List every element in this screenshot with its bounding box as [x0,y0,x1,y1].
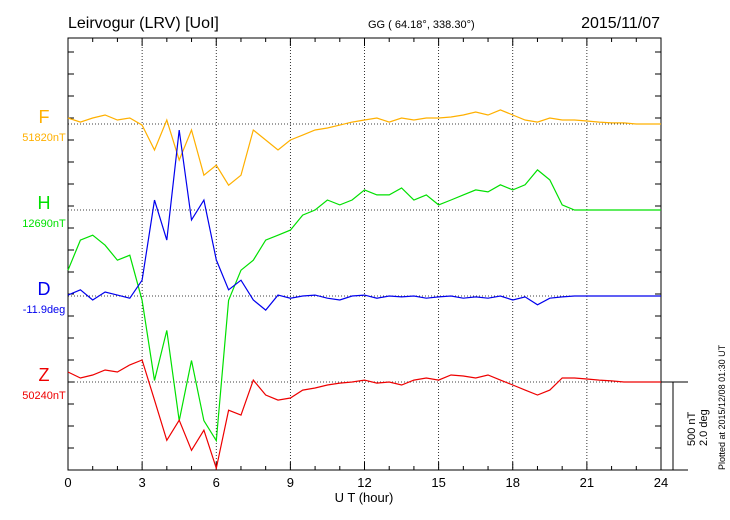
x-tick-label: 3 [139,475,146,490]
series-baseline-z: 50240nT [22,390,66,402]
station-coords: GG ( 64.18°, 338.30°) [368,19,475,31]
scale-label-nt: 500 nT [686,411,698,446]
x-tick-label: 18 [506,475,520,490]
series-line-h [67,169,661,443]
x-axis-label: U T (hour) [335,490,394,505]
series-baseline-f: 51820nT [22,132,66,144]
chart-date: 2015/11/07 [581,15,660,32]
x-tick-label: 21 [580,475,594,490]
series-baseline-h: 12690nT [22,218,66,230]
series-name-d: D [38,279,51,299]
x-tick-label: 9 [287,475,294,490]
series-name-z: Z [39,365,50,385]
x-tick-label: 0 [64,475,71,490]
series-line-z [67,359,661,471]
series-baseline-d: -11.9deg [23,304,66,316]
series-name-f: F [39,107,50,127]
x-tick-label: 12 [357,475,371,490]
x-tick-label: 6 [213,475,220,490]
series-line-f [67,109,661,187]
scale-label-deg: 2.0 deg [698,409,710,446]
plot-frame [67,37,662,471]
plotted-timestamp: Plotted at 2015/12/08 01:30 UT [717,344,727,470]
series-line-d [67,130,661,311]
series-name-h: H [38,193,51,213]
x-tick-label: 15 [431,475,445,490]
x-tick-label: 24 [654,475,668,490]
chart-title: Leirvogur (LRV) [UoI] [68,15,219,32]
